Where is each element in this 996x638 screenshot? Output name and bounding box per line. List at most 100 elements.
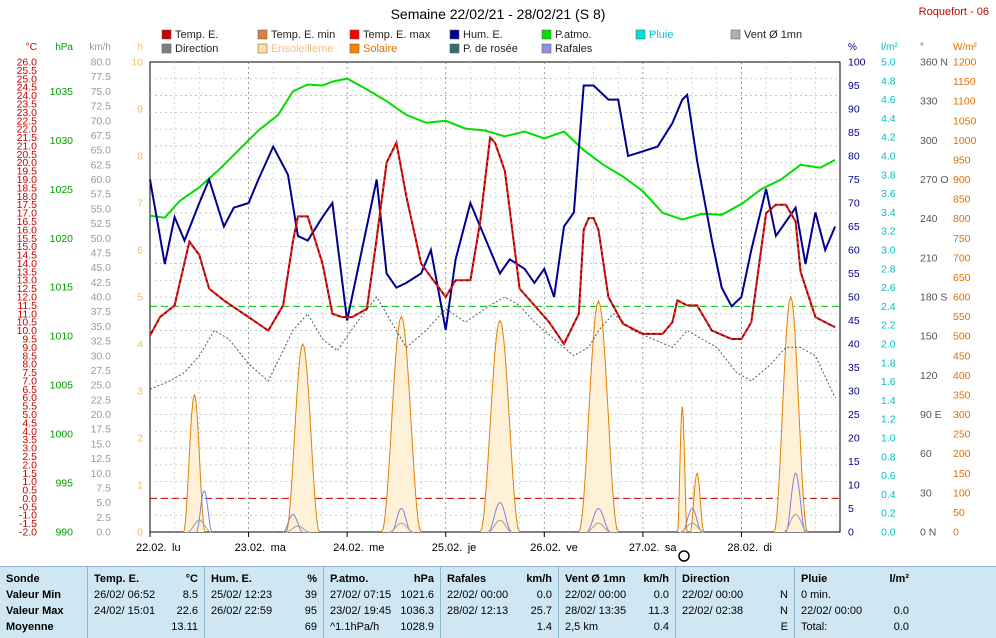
axis-unit-label: l/m²: [881, 42, 898, 53]
stats-patmo-avg: 1028.9: [400, 621, 434, 633]
cursor-icon[interactable]: [678, 550, 690, 562]
legend-swatch: [349, 29, 360, 40]
axis-tick-label: 24.0: [17, 90, 38, 102]
axis-tick-label: 2.0: [22, 459, 37, 471]
x-weekday-label: di: [763, 542, 772, 554]
axis-tick-label: 15.0: [17, 241, 38, 253]
axis-tick-label: 500: [953, 331, 971, 343]
stats-temp-max: 22.6: [176, 605, 198, 617]
axis-tick-label: 17.5: [17, 199, 38, 211]
stats-temp-max-date: 24/02/ 15:01: [94, 605, 156, 617]
axis-unit-label: hPa: [55, 42, 73, 53]
axis-tick-label: 55.0: [91, 203, 112, 215]
stats-row-avg: Moyenne: [6, 621, 54, 633]
axis-tick-label: 0: [848, 527, 854, 539]
axis-tick-label: 17.0: [17, 208, 38, 220]
axis-tick-label: 35: [848, 362, 860, 374]
legend-swatch: [257, 29, 268, 40]
legend-swatch: [449, 29, 460, 40]
axis-tick-label: 60.0: [91, 174, 112, 186]
axis-tick-label: 2.8: [881, 263, 896, 275]
axis-tick-label: 70.0: [91, 115, 112, 127]
legend-label: Temp. E.: [175, 29, 218, 41]
axis-tick-label: 6: [137, 245, 143, 257]
stats-patmo-min: 1021.6: [400, 589, 434, 601]
stats-temp-unit: °C: [185, 573, 198, 585]
axis-tick-label: 17.5: [91, 424, 112, 436]
axis-tick-label: 5.0: [22, 409, 37, 421]
axis-tick-label: 4: [137, 339, 143, 351]
axis-tick-label: 20.0: [91, 409, 112, 421]
stats-hum-min: 39: [304, 589, 317, 601]
axis-tick-label: 20.0: [17, 157, 38, 169]
axis-tick-label: 85: [848, 127, 860, 139]
axis-tick-label: 20: [848, 433, 860, 445]
axis-tick-label: 10.5: [17, 317, 38, 329]
axis-tick-label: 67.5: [91, 130, 112, 142]
axis-tick-label: 1: [137, 480, 143, 492]
legend-label: Rafales: [555, 43, 593, 55]
axis-tick-label: 250: [953, 429, 971, 441]
axis-tick-label: 62.5: [91, 159, 112, 171]
stats-pluie-max: 0.0: [893, 605, 909, 617]
axis-tick-label: 26.0: [17, 57, 38, 69]
axis-tick-label: 150: [920, 331, 938, 343]
pressure-line: [149, 77, 836, 221]
axis-tick-label: 1035: [50, 86, 74, 98]
axis-tick-label: 3.2: [881, 226, 896, 238]
axis-tick-label: 27.5: [91, 365, 112, 377]
station-label: Roquefort - 06: [919, 6, 989, 18]
legend-label: Temp. E. min: [271, 29, 335, 41]
legend-label: P.atmo.: [555, 29, 592, 41]
stats-patmo-unit: hPa: [413, 573, 434, 585]
stats-pluie-title: Pluie: [801, 573, 828, 585]
axis-tick-label: 9.5: [22, 333, 37, 345]
x-tick-label: 28.02.: [727, 542, 758, 554]
axis-tick-label: 5: [137, 292, 143, 304]
stats-hum-unit: %: [307, 573, 317, 585]
axis-tick-label: 3.0: [22, 443, 37, 455]
stats-pluie-duration: 0 min.: [801, 589, 831, 601]
axis-tick-label: 2.5: [22, 451, 37, 463]
axis-tick-label: 0 N: [920, 527, 936, 539]
axis-tick-label: 25.0: [17, 73, 38, 85]
axis-tick-label: 5.5: [22, 401, 37, 413]
axis-tick-label: 600: [953, 292, 971, 304]
axis-tick-label: 22.5: [91, 394, 112, 406]
stats-rafales-unit: km/h: [526, 573, 552, 585]
axis-tick-label: 0.4: [881, 489, 896, 501]
axis-tick-label: 7: [137, 198, 143, 210]
legend-label: Direction: [175, 43, 218, 55]
axis-tick-label: 450: [953, 350, 971, 362]
stats-rafales-min-date: 22/02/ 00:00: [447, 589, 509, 601]
axis-tick-label: 50.0: [91, 233, 112, 245]
axis-tick-label: 52.5: [91, 218, 112, 230]
axis-tick-label: 3.8: [881, 169, 896, 181]
axis-tick-label: 950: [953, 154, 971, 166]
axis-tick-label: 65: [848, 221, 860, 233]
axis-tick-label: 120: [920, 370, 938, 382]
axis-tick-label: 995: [55, 478, 73, 490]
axis-tick-label: 80: [848, 151, 860, 163]
legend-swatch: [257, 43, 268, 54]
axis-tick-label: 7.0: [22, 375, 37, 387]
axis-tick-label: 50: [848, 292, 860, 304]
stats-rafales-avg: 1.4: [536, 621, 552, 633]
stats-vent-unit: km/h: [643, 573, 669, 585]
axis-tick-label: -0.5: [19, 501, 37, 513]
chart-axes: °C-2.0-1.5-1.0-0.50.00.51.01.52.02.53.03…: [17, 42, 978, 539]
axis-tick-label: 16.5: [17, 216, 38, 228]
axis-tick-label: 210: [920, 252, 938, 264]
stats-direction-avg: E: [780, 621, 788, 633]
axis-tick-label: 800: [953, 213, 971, 225]
stats-direction-min-date: 22/02/ 00:00: [682, 589, 744, 601]
axis-tick-label: 100: [848, 57, 866, 69]
axis-tick-label: 12.0: [17, 292, 38, 304]
axis-tick-label: 90 E: [920, 409, 942, 421]
axis-tick-label: 60: [920, 448, 932, 460]
axis-tick-label: 30: [920, 487, 932, 499]
axis-tick-label: 5: [848, 503, 854, 515]
stats-rafales-title: Rafales: [447, 573, 487, 585]
axis-tick-label: 15.0: [91, 438, 112, 450]
axis-tick-label: 5.0: [881, 57, 896, 69]
